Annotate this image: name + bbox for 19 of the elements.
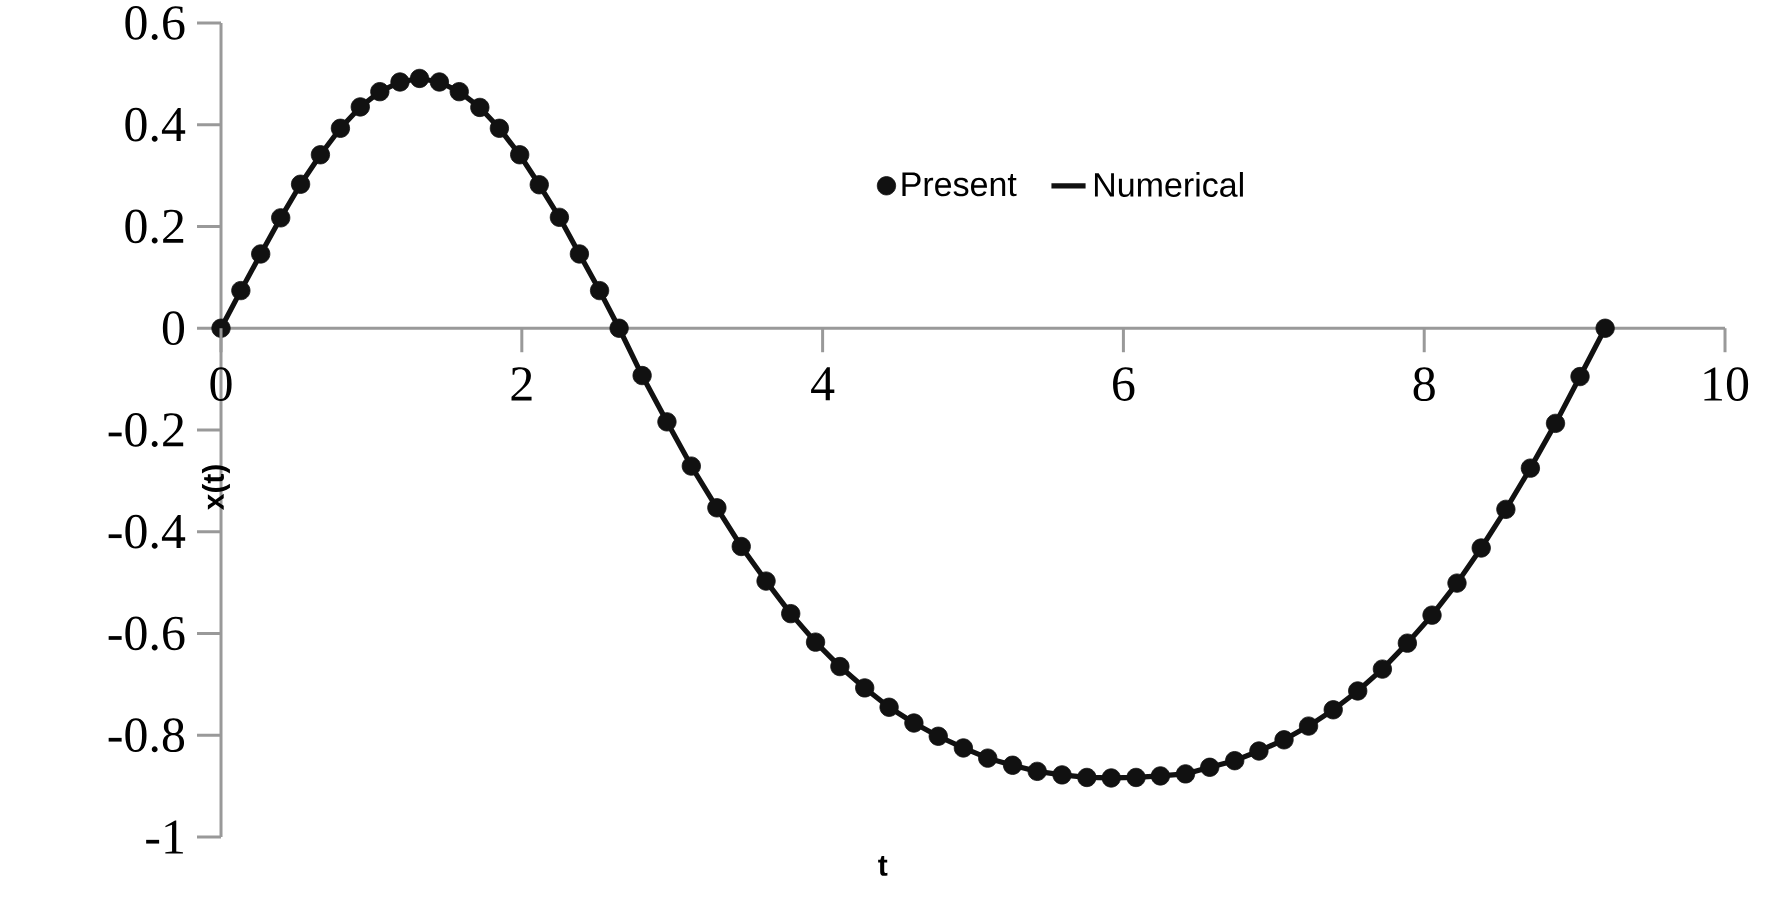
y-tick-label: -0.4 xyxy=(108,514,186,549)
x-tick-label: 4 xyxy=(811,367,835,401)
y-tick-label: -0.2 xyxy=(108,413,184,447)
y-tick-label: 0.6 xyxy=(125,6,185,40)
y-tick-label: 0.4 xyxy=(125,107,186,142)
y-tick-label: -1 xyxy=(146,820,183,854)
y-axis-title: x(t) xyxy=(201,465,230,511)
y-tick-label: 0 xyxy=(162,311,185,346)
legend-label: Present xyxy=(902,172,1017,197)
x-tick-label: 0 xyxy=(210,367,232,402)
x-tick-label: 8 xyxy=(1413,367,1435,402)
y-tick-label: -0.6 xyxy=(108,616,185,651)
x-tick-label: 6 xyxy=(1113,367,1135,401)
y-tick-label: -0.8 xyxy=(108,718,185,753)
y-tick-label: 0.2 xyxy=(125,209,184,244)
x-axis-title: t xyxy=(878,856,888,876)
legend-label: Numerical xyxy=(1094,171,1243,197)
x-tick-label: 10 xyxy=(1704,367,1749,402)
x-tick-label: 2 xyxy=(511,367,532,401)
